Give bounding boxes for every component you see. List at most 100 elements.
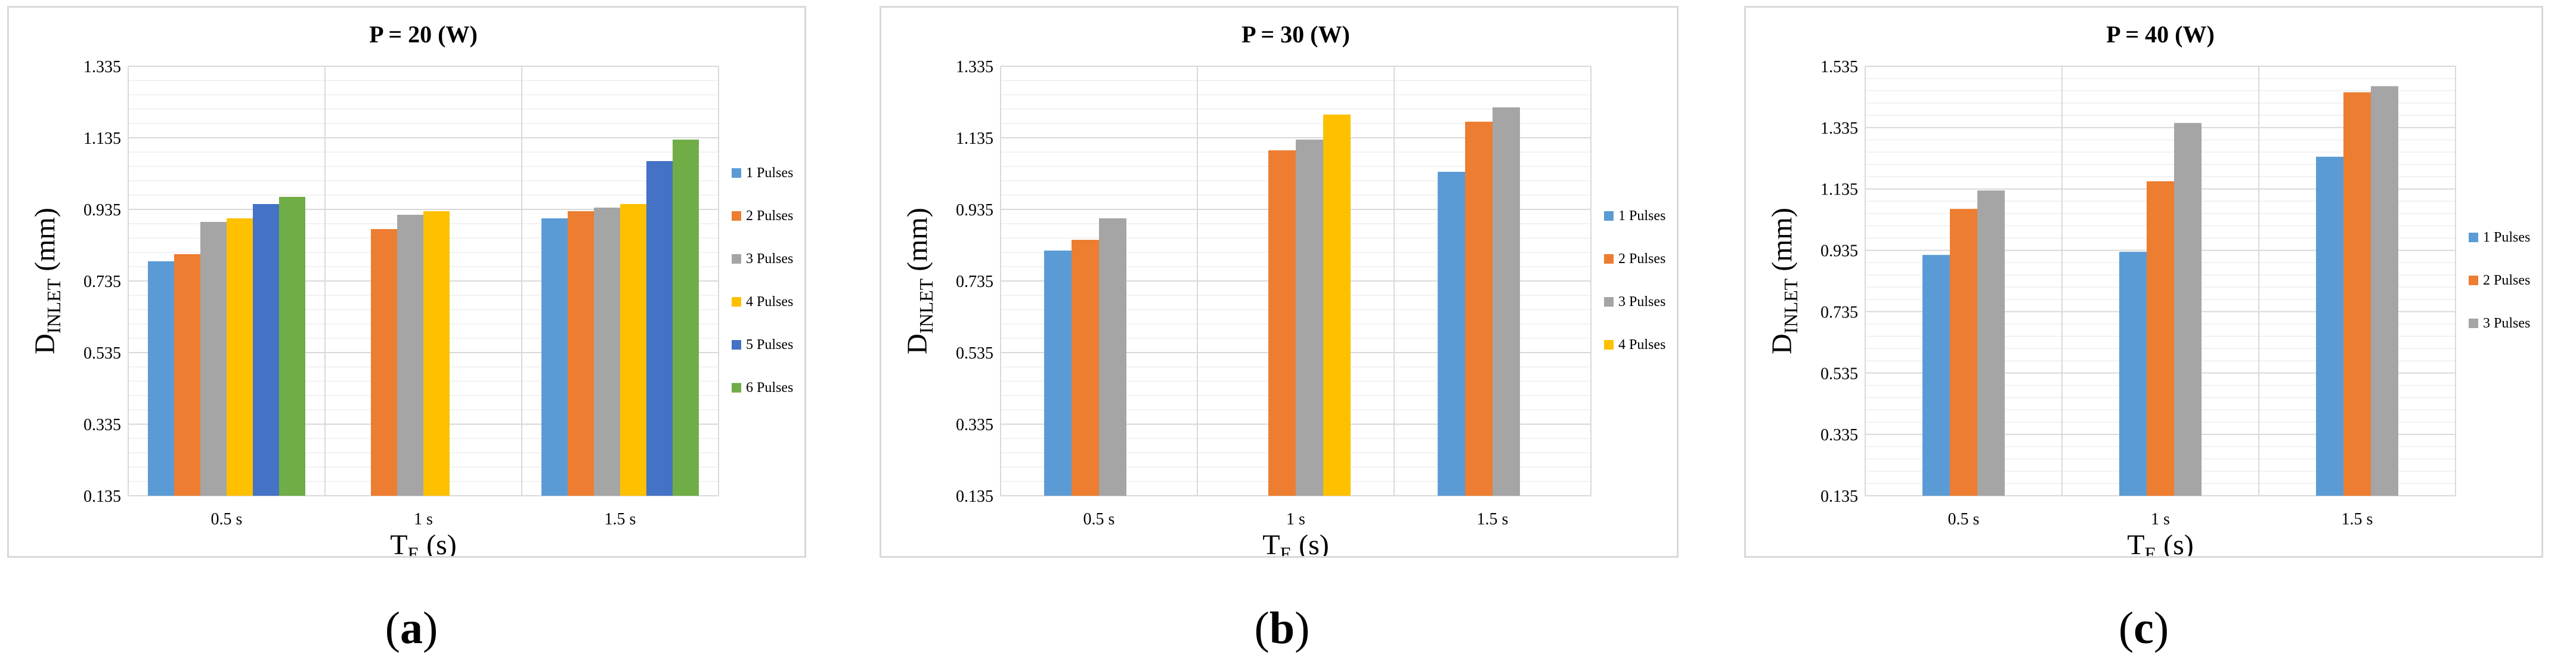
- bar: [279, 197, 305, 496]
- x-tick-label: 1 s: [2151, 510, 2170, 529]
- legend-swatch: [732, 254, 741, 264]
- bar: [2147, 181, 2174, 496]
- bar: [1268, 150, 1296, 496]
- y-tick-label: 1.335: [83, 58, 121, 76]
- x-tick-label: 0.5 s: [211, 510, 243, 529]
- legend-label: 6 Pulses: [746, 380, 793, 396]
- y-tick-label: 0.935: [83, 201, 121, 220]
- x-tick-label: 0.5 s: [1948, 510, 1980, 529]
- x-tick-label: 1 s: [1286, 510, 1305, 529]
- bar: [1977, 190, 2005, 496]
- bar: [568, 211, 594, 496]
- legend-label: 4 Pulses: [1618, 337, 1665, 353]
- bar: [2343, 92, 2371, 496]
- bar: [2119, 252, 2147, 496]
- bar: [2174, 123, 2202, 496]
- y-tick-label: 0.935: [956, 201, 993, 220]
- bar: [620, 204, 646, 496]
- y-tick-label: 1.135: [83, 129, 121, 148]
- x-tick-label: 1.5 s: [2342, 510, 2373, 529]
- x-axis-label-unit: (s): [1292, 529, 1329, 556]
- y-tick-label: 0.735: [1820, 303, 1858, 322]
- caption-b: (b): [1254, 603, 1310, 653]
- chart-svg-b: P = 30 (W) 0.135 0.335 0.535 0.735 0.935 1.135…: [902, 21, 1665, 556]
- bar: [2316, 156, 2343, 496]
- bar: [1438, 172, 1465, 496]
- caption-a: (a): [385, 603, 438, 653]
- y-tick-label: 0.335: [1820, 426, 1858, 444]
- x-axis-label-sub: E: [2145, 543, 2157, 556]
- bar: [174, 254, 200, 496]
- y-tick-label: 0.535: [956, 344, 993, 363]
- y-tick-label: 1.135: [1820, 181, 1858, 199]
- bar: [371, 229, 397, 496]
- legend-swatch: [1604, 254, 1614, 264]
- x-tick-label: 0.5 s: [1083, 510, 1115, 529]
- legend-swatch: [732, 211, 741, 221]
- bar: [423, 211, 450, 496]
- y-axis-label-sub: INLET: [915, 278, 937, 333]
- legend-label: 3 Pulses: [2483, 316, 2530, 331]
- y-tick-label: 1.335: [956, 58, 993, 76]
- caption-a-letter: a: [400, 603, 423, 653]
- legend-swatch: [2469, 233, 2478, 242]
- y-tick-label: 1.535: [1820, 58, 1858, 76]
- y-tick-label: 1.135: [956, 129, 993, 148]
- x-tick-label: 1.5 s: [605, 510, 636, 529]
- legend-swatch: [732, 297, 741, 307]
- y-axis-label-main: D: [1766, 333, 1798, 354]
- bar: [1323, 115, 1351, 496]
- bar: [227, 218, 253, 496]
- x-axis-label: TE (s): [2127, 529, 2194, 556]
- y-axis-label: DINLET (mm): [1766, 208, 1801, 354]
- y-tick-label: 0.335: [956, 416, 993, 434]
- caption-c: (c): [2118, 603, 2169, 653]
- x-axis-label-unit: (s): [2156, 529, 2194, 556]
- bar: [541, 218, 568, 496]
- y-axis-label-sub: INLET: [43, 278, 64, 333]
- y-tick-label: 0.735: [956, 273, 993, 291]
- bar: [1099, 218, 1126, 496]
- bar: [594, 208, 620, 496]
- y-tick-label: 0.735: [83, 273, 121, 291]
- legend-swatch: [2469, 319, 2478, 328]
- legend-label: 2 Pulses: [746, 208, 793, 224]
- legend-label: 1 Pulses: [746, 165, 793, 181]
- legend-swatch: [732, 340, 741, 350]
- y-axis-label: DINLET (mm): [29, 208, 64, 354]
- y-axis-label-sub: INLET: [1780, 278, 1801, 333]
- y-tick-label: 0.135: [956, 487, 993, 506]
- legend-swatch: [1604, 211, 1614, 221]
- x-axis-label-main: T: [390, 529, 407, 556]
- bar: [673, 140, 699, 496]
- chart-title: P = 40 (W): [2106, 21, 2215, 48]
- x-axis-label-sub: E: [408, 543, 420, 556]
- legend-label: 2 Pulses: [1618, 251, 1665, 267]
- legend-label: 3 Pulses: [1618, 294, 1665, 310]
- legend-label: 2 Pulses: [2483, 273, 2530, 288]
- chart-svg-a: P = 20 (W) 0.135 0.335 0.535 0.735 0.935 1.135…: [29, 21, 793, 556]
- y-axis-label: DINLET (mm): [902, 208, 937, 354]
- y-tick-label: 0.135: [1820, 487, 1858, 506]
- caption-b-letter: b: [1269, 603, 1295, 653]
- legend-label: 5 Pulses: [746, 337, 793, 353]
- bar: [200, 222, 227, 496]
- y-axis-label-main: D: [29, 333, 61, 354]
- chart-panel-c: P = 40 (W) 0.135 0.335 0.535 0.735 0.935 1.135…: [1744, 6, 2543, 558]
- x-axis-label-main: T: [2127, 529, 2144, 556]
- y-tick-label: 1.335: [1820, 119, 1858, 138]
- legend-swatch: [1604, 340, 1614, 350]
- bar: [1072, 240, 1099, 496]
- y-axis-label-unit: (mm): [29, 208, 61, 279]
- y-axis-label-main: D: [902, 333, 933, 354]
- x-axis-label-main: T: [1262, 529, 1280, 556]
- y-tick-label: 0.135: [83, 487, 121, 506]
- bar: [1950, 209, 1977, 496]
- bar: [1044, 251, 1072, 496]
- y-axis-label-unit: (mm): [1766, 208, 1798, 279]
- x-axis-label: TE (s): [1262, 529, 1329, 556]
- y-tick-label: 0.335: [83, 416, 121, 434]
- x-tick-label: 1.5 s: [1477, 510, 1509, 529]
- legend-swatch: [732, 383, 741, 393]
- bar: [1922, 255, 1950, 496]
